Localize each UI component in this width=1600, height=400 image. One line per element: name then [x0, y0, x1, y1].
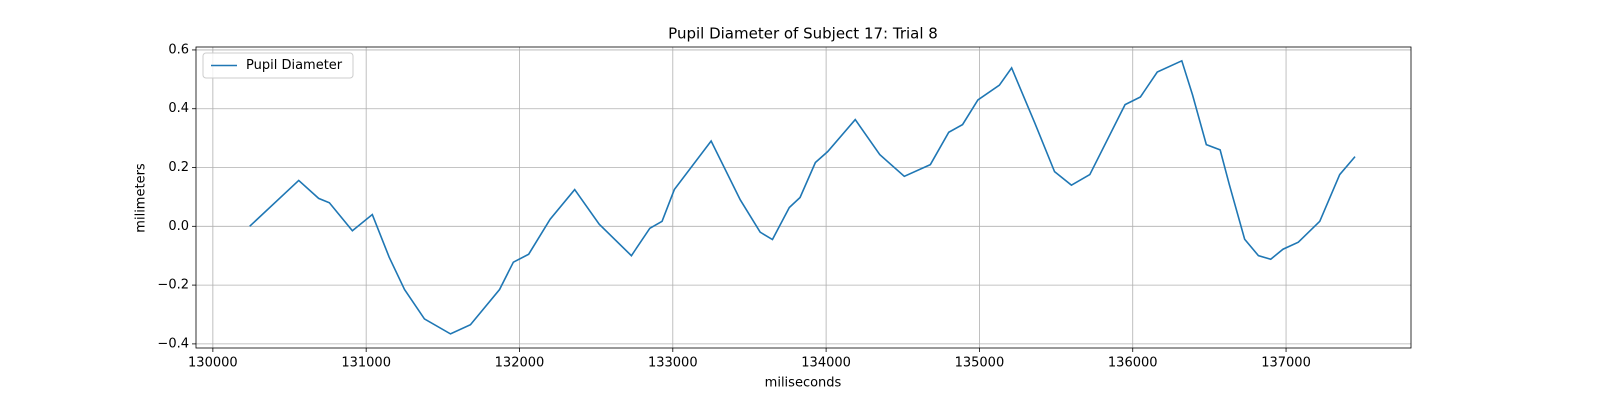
y-tick-label: 0.4: [168, 101, 189, 116]
x-tick-label: 132000: [495, 356, 545, 371]
chart-title: Pupil Diameter of Subject 17: Trial 8: [668, 25, 938, 43]
y-tick-label: 0.0: [168, 219, 189, 234]
x-tick-label: 130000: [188, 356, 238, 371]
y-tick-label: −0.2: [157, 278, 189, 293]
legend: Pupil Diameter: [202, 52, 354, 79]
x-tick-label: 136000: [1108, 356, 1158, 371]
x-tick-label: 131000: [341, 356, 391, 371]
x-tick-label: 133000: [648, 356, 698, 371]
y-axis-label: milimeters: [134, 163, 149, 233]
plot-frame: [195, 46, 1412, 349]
y-tick-label: 0.2: [168, 160, 189, 175]
y-tick-label: 0.6: [168, 42, 189, 57]
x-axis-label: miliseconds: [765, 376, 842, 391]
y-tick-label: −0.4: [157, 336, 189, 351]
data-line: [249, 59, 1356, 335]
x-tick-label: 137000: [1261, 356, 1311, 371]
legend-box: [202, 52, 354, 79]
x-tick-label: 135000: [955, 356, 1005, 371]
x-tick-label: 134000: [801, 356, 851, 371]
legend-label: Pupil Diameter: [246, 58, 343, 73]
